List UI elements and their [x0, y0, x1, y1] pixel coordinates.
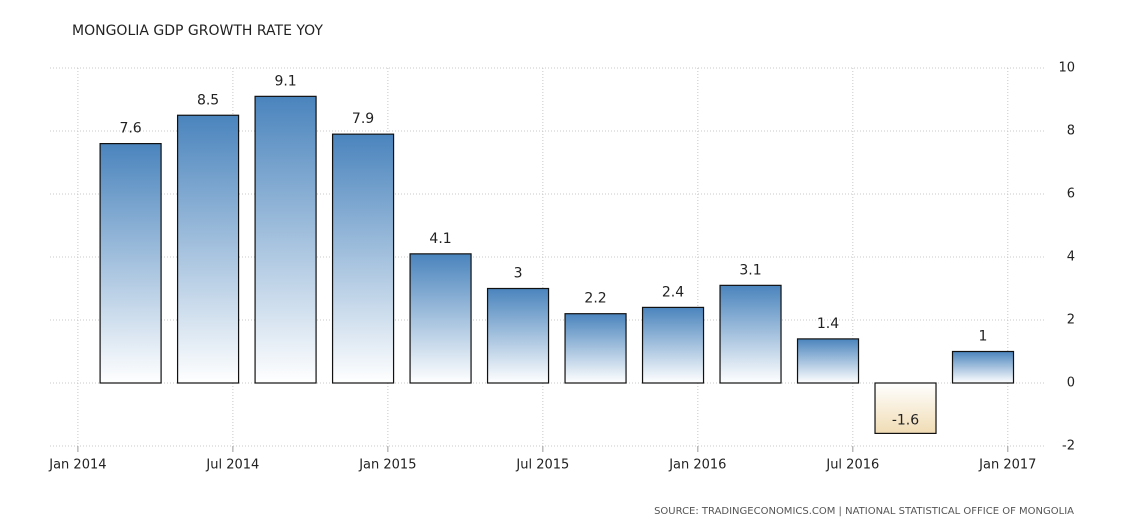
chart-title: MONGOLIA GDP GROWTH RATE YOY	[72, 23, 323, 39]
y-tick-label: 6	[1067, 187, 1075, 202]
bar	[641, 306, 705, 384]
x-tick-label: Jul 2016	[825, 458, 879, 473]
data-label: 3.1	[739, 262, 761, 278]
y-tick-label: 2	[1067, 313, 1075, 328]
bar	[486, 287, 550, 384]
data-label: 7.6	[119, 121, 141, 137]
y-tick-label: -2	[1062, 439, 1075, 454]
bar	[564, 313, 627, 384]
y-tick-label: 10	[1058, 61, 1075, 76]
data-label: 3	[514, 266, 523, 282]
x-tick-label: Jan 2016	[668, 458, 726, 473]
bar	[176, 114, 240, 384]
y-tick-label: 4	[1067, 250, 1075, 265]
data-label: -1.6	[892, 412, 919, 428]
data-label: 1	[979, 329, 988, 345]
x-tick-label: Jul 2015	[515, 458, 569, 473]
y-tick-label: 0	[1067, 376, 1075, 391]
bar	[99, 143, 162, 384]
data-label: 7.9	[352, 111, 374, 127]
x-tick-label: Jan 2017	[978, 458, 1036, 473]
bar	[719, 284, 782, 384]
data-label: 9.1	[274, 73, 296, 89]
x-tick-label: Jul 2014	[205, 458, 259, 473]
bar	[254, 95, 317, 384]
bar	[409, 253, 472, 384]
bar	[951, 350, 1015, 384]
source-note: SOURCE: TRADINGECONOMICS.COM | NATIONAL …	[654, 506, 1074, 517]
y-tick-label: 8	[1067, 124, 1075, 139]
data-label: 2.2	[584, 291, 606, 307]
x-tick-label: Jan 2014	[48, 458, 106, 473]
bar	[874, 382, 937, 435]
bar	[331, 133, 395, 384]
data-label: 4.1	[429, 231, 451, 247]
bar	[796, 338, 860, 384]
data-label: 1.4	[817, 316, 839, 332]
x-tick-label: Jan 2015	[358, 458, 416, 473]
data-label: 2.4	[662, 284, 684, 300]
data-label: 8.5	[197, 92, 219, 108]
